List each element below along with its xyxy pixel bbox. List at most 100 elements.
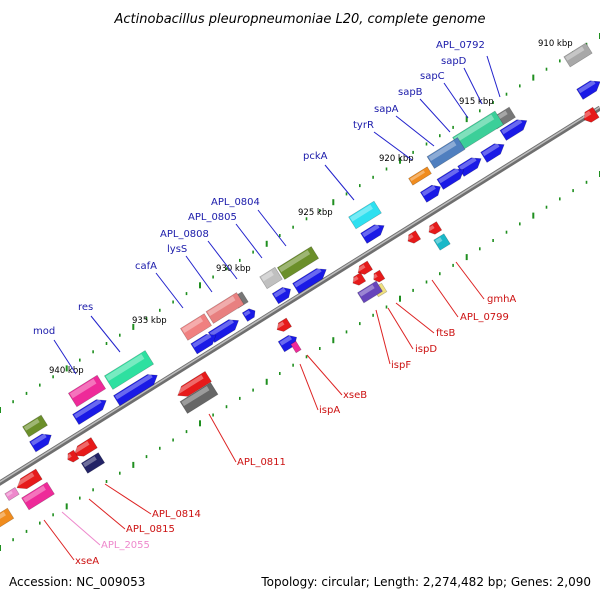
cds-arrow[interactable] (241, 307, 257, 322)
tick-mark (132, 461, 135, 468)
tick-mark (372, 175, 374, 179)
reverse-gene[interactable] (405, 230, 422, 246)
feature-block-gmhA[interactable] (433, 233, 451, 251)
label-APL_0805[interactable]: APL_0805 (188, 212, 237, 223)
feature-block-APL_0811[interactable] (179, 382, 219, 414)
label-APL_0814[interactable]: APL_0814 (152, 509, 201, 520)
tick-mark (92, 488, 94, 492)
tick-mark (332, 337, 335, 344)
label-gmhA[interactable]: gmhA (487, 294, 516, 305)
label-APL_0799[interactable]: APL_0799 (460, 312, 509, 323)
label-tyrR[interactable]: tyrR (353, 120, 374, 131)
feature-block-tyrR[interactable] (408, 166, 432, 186)
cds-arrow[interactable] (419, 182, 443, 203)
feature-block-mod[interactable] (67, 374, 107, 408)
feature-block[interactable] (563, 42, 593, 68)
feature-block-sapC[interactable] (426, 137, 466, 169)
reverse-gene[interactable] (274, 317, 292, 334)
cds-arrow[interactable] (292, 264, 330, 295)
label-sapA[interactable]: sapA (374, 104, 399, 115)
feature-block[interactable] (22, 414, 48, 438)
label-connector (419, 98, 451, 133)
label-mod[interactable]: mod (33, 326, 55, 337)
reverse-gene[interactable] (371, 269, 386, 284)
label-APL_0792[interactable]: APL_0792 (436, 40, 485, 51)
reverse-gene-APL_0814[interactable] (71, 437, 98, 461)
tick-mark (119, 471, 121, 475)
reverse-gene-labels: gmhA APL_0799 ftsB ispD ispF xseB ispA A… (75, 294, 516, 567)
label-res[interactable]: res (78, 302, 93, 313)
reverse-gene-gmhA[interactable] (426, 221, 443, 237)
tick-mark (545, 67, 548, 71)
feature-block-APL_0805[interactable] (259, 266, 283, 290)
feature-block-cafA[interactable] (205, 292, 245, 324)
map-title: Actinobacillus pleuropneumoniae L20, com… (114, 12, 486, 27)
tick-mark (399, 157, 401, 164)
label-ftsB[interactable]: ftsB (436, 328, 455, 339)
cds-arrow[interactable] (190, 330, 219, 355)
tick-mark (332, 199, 335, 206)
label-connectors (43, 55, 501, 561)
cds-arrow[interactable] (576, 77, 600, 100)
tick-mark (0, 545, 1, 551)
feature-block[interactable] (0, 507, 15, 529)
label-ispF[interactable]: ispF (391, 360, 411, 371)
feature-block-APL_0804[interactable] (276, 246, 320, 280)
feature-block-cafA-2[interactable] (180, 313, 212, 341)
reverse-gene[interactable] (581, 106, 600, 125)
scale-910: 910 kbp (538, 39, 573, 49)
reverse-gene[interactable] (65, 449, 80, 464)
label-xseB[interactable]: xseB (343, 390, 367, 401)
label-APL_0815[interactable]: APL_0815 (126, 524, 175, 535)
label-ispD[interactable]: ispD (415, 344, 437, 355)
tick-mark (252, 250, 254, 254)
label-connector (455, 261, 485, 300)
label-APL_0811[interactable]: APL_0811 (237, 457, 286, 468)
label-sapD[interactable]: sapD (441, 56, 467, 67)
label-lysS[interactable]: lysS (167, 244, 187, 255)
feature-block-APL_0815[interactable] (80, 452, 106, 474)
tick-mark (439, 134, 441, 138)
reverse-gene-ftsB[interactable] (350, 272, 367, 288)
cds-arrow[interactable] (499, 116, 530, 141)
tick-mark (492, 239, 494, 242)
accession-text: Accession: NC_009053 (9, 575, 145, 589)
cds-arrow[interactable] (271, 284, 294, 305)
feature-block-res[interactable] (103, 350, 155, 390)
label-APL_2055[interactable]: APL_2055 (101, 540, 150, 551)
cds-arrow[interactable] (72, 395, 110, 426)
reverse-gene[interactable] (14, 468, 43, 493)
tick-mark (12, 400, 14, 404)
label-APL_0808[interactable]: APL_0808 (160, 229, 209, 240)
tick-mark (92, 350, 94, 354)
label-sapB[interactable]: sapB (398, 87, 423, 98)
tick-mark (345, 192, 348, 196)
cds-arrow[interactable] (113, 370, 160, 407)
cds-arrow[interactable] (480, 140, 508, 163)
feature-block-pckA[interactable] (348, 200, 382, 230)
feature-block-xseB[interactable] (290, 340, 302, 354)
label-connector (375, 309, 391, 365)
label-sapC[interactable]: sapC (420, 71, 445, 82)
label-connector (306, 354, 343, 396)
reverse-gene-APL_0811[interactable] (175, 370, 212, 400)
tick-mark (319, 347, 321, 350)
feature-block-APL_2055[interactable] (4, 487, 20, 501)
label-connector (395, 302, 435, 334)
label-APL_0804[interactable]: APL_0804 (211, 197, 260, 208)
label-ispA[interactable]: ispA (319, 405, 340, 416)
scale-930: 930 kbp (216, 264, 251, 274)
label-xseA[interactable]: xseA (75, 556, 99, 567)
label-cafA[interactable]: cafA (135, 261, 157, 272)
cds-arrow[interactable] (360, 221, 388, 244)
cds-arrow[interactable] (457, 154, 485, 177)
tick-mark (225, 267, 228, 271)
label-connector (208, 413, 237, 463)
feature-block-xseA[interactable] (21, 481, 55, 511)
feature-block-ispF[interactable] (357, 280, 383, 304)
cds-arrow[interactable] (29, 430, 54, 453)
label-pckA[interactable]: pckA (303, 151, 328, 162)
cds-arrow[interactable] (436, 165, 467, 190)
reverse-gene[interactable] (355, 260, 373, 277)
tick-mark (279, 234, 281, 237)
